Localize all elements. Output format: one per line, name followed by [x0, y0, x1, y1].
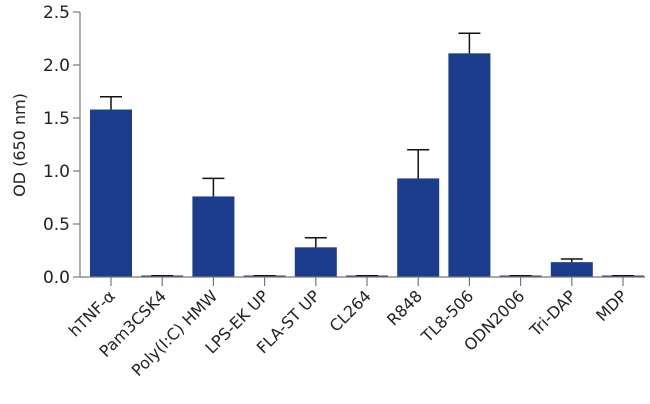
- bar: [550, 262, 593, 277]
- y-tick-label: 2.5: [43, 3, 70, 23]
- bars: [90, 32, 644, 278]
- y-tick-label: 1.0: [43, 162, 70, 182]
- y-tick-label: 1.5: [43, 109, 70, 129]
- bar: [294, 247, 337, 277]
- x-tick-label: CL264: [326, 286, 375, 335]
- bar: [90, 109, 132, 278]
- y-axis-title: OD (650 nm): [10, 93, 29, 197]
- y-tick-label: 0.0: [43, 268, 70, 288]
- x-tick-label: MDP: [592, 286, 631, 325]
- bar: [192, 196, 235, 277]
- bar: [602, 275, 644, 277]
- bar: [141, 275, 184, 277]
- x-tick-label: R848: [383, 286, 426, 329]
- y-tick-label: 2.0: [43, 56, 70, 76]
- y-axis: 0.0 0.5 1.0 1.5 2.0 2.5: [43, 3, 81, 288]
- bar: [346, 275, 388, 277]
- bar: [448, 53, 491, 278]
- y-tick-label: 0.5: [43, 215, 70, 235]
- bar: [397, 178, 440, 277]
- x-tick-label: Tri-DAP: [525, 286, 580, 341]
- bar: [499, 275, 542, 277]
- bar: [243, 275, 286, 277]
